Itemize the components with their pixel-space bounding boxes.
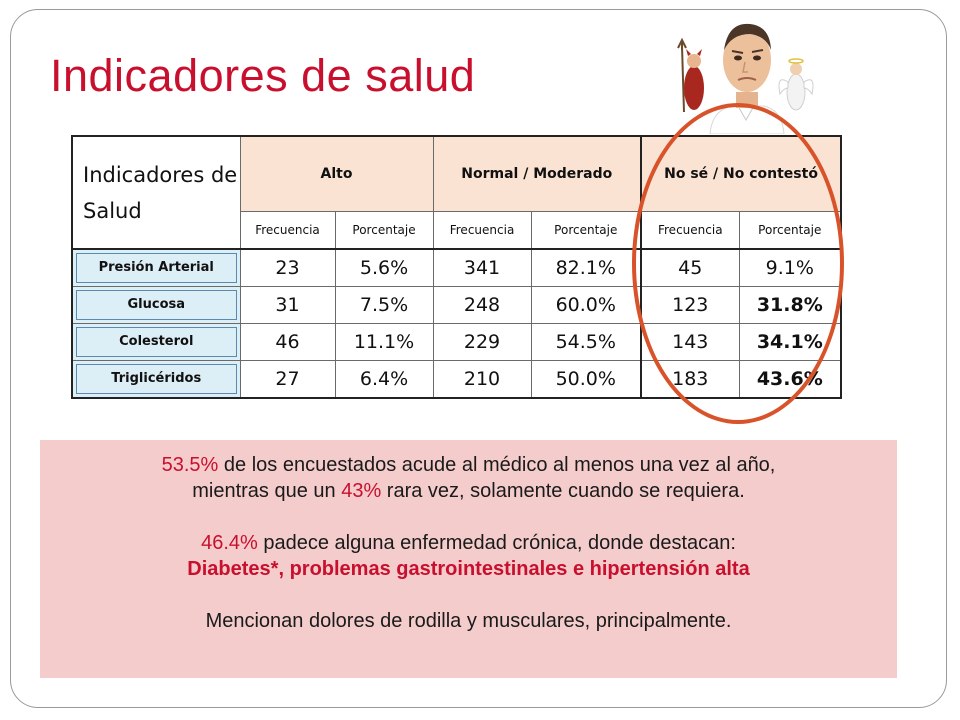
- sub-header: Frecuencia: [432, 211, 532, 250]
- percent-highlight: 46.4%: [201, 532, 258, 554]
- row-label: Glucosa: [71, 286, 241, 324]
- table-row: Colesterol 46 11.1% 229 54.5% 143 34.1%: [71, 323, 842, 361]
- summary-line-2: mientras que un 43% rara vez, solamente …: [40, 478, 897, 504]
- summary-text: padece alguna enfermedad crónica, donde …: [257, 532, 736, 554]
- table-cell: 27: [239, 360, 336, 399]
- summary-box: 53.5% de los encuestados acude al médico…: [40, 440, 897, 678]
- summary-line-5: Mencionan dolores de rodilla y musculare…: [205, 610, 732, 632]
- sub-header: Porcentaje: [738, 211, 842, 250]
- table-cell: 183: [640, 360, 740, 399]
- group-header-alto: Alto: [239, 135, 434, 212]
- table-row: Triglicéridos 27 6.4% 210 50.0% 183 43.6…: [71, 360, 842, 399]
- table-cell: 9.1%: [738, 248, 842, 287]
- table-cell: 50.0%: [530, 360, 642, 399]
- group-header-normal: Normal / Moderado: [432, 135, 642, 212]
- summary-line-3: 46.4% padece alguna enfermedad crónica, …: [40, 530, 897, 556]
- group-header-no-se: No sé / No contestó: [640, 135, 842, 212]
- angel-figure: [778, 58, 814, 111]
- table-cell: 229: [432, 323, 532, 361]
- table-row: Glucosa 31 7.5% 248 60.0% 123 31.8%: [71, 286, 842, 324]
- table-cell: 34.1%: [738, 323, 842, 361]
- corner-header: Indicadores de Salud: [71, 135, 241, 250]
- table-cell: 123: [640, 286, 740, 324]
- page-title: Indicadores de salud: [50, 50, 476, 101]
- table-cell: 82.1%: [530, 248, 642, 287]
- table-cell: 143: [640, 323, 740, 361]
- table-cell: 45: [640, 248, 740, 287]
- summary-text: de los encuestados acude al médico al me…: [218, 454, 776, 476]
- table-cell: 54.5%: [530, 323, 642, 361]
- table-cell: 5.6%: [334, 248, 434, 287]
- devil-figure: [677, 37, 704, 113]
- percent-highlight: 53.5%: [161, 454, 219, 476]
- table-cell: 7.5%: [334, 286, 434, 324]
- row-label: Colesterol: [71, 323, 241, 361]
- table-cell: 60.0%: [530, 286, 642, 324]
- table-cell: 23: [239, 248, 336, 287]
- table-cell: 31.8%: [738, 286, 842, 324]
- summary-line-1: 53.5% de los encuestados acude al médico…: [40, 452, 897, 478]
- table-cell: 6.4%: [334, 360, 434, 399]
- table-row: Presión Arterial 23 5.6% 341 82.1% 45 9.…: [71, 248, 842, 287]
- summary-line-4: Diabetes*, problemas gastrointestinales …: [187, 558, 750, 580]
- table-cell: 248: [432, 286, 532, 324]
- table-cell: 11.1%: [334, 323, 434, 361]
- summary-text: rara vez, solamente cuando se requiera.: [381, 480, 745, 502]
- table-cell: 31: [239, 286, 336, 324]
- man-with-angel-and-devil-illustration: [677, 23, 814, 134]
- table-cell: 341: [432, 248, 532, 287]
- percent-highlight: 43%: [341, 480, 382, 502]
- table-cell: 43.6%: [738, 360, 842, 399]
- sub-header: Frecuencia: [640, 211, 740, 250]
- man-figure: [709, 23, 785, 134]
- sub-header: Porcentaje: [530, 211, 642, 250]
- sub-header: Frecuencia: [239, 211, 336, 250]
- table-cell: 46: [239, 323, 336, 361]
- row-label: Presión Arterial: [71, 248, 241, 287]
- health-indicators-table: Indicadores de Salud Alto Normal / Moder…: [71, 135, 843, 399]
- summary-text: mientras que un: [192, 480, 342, 502]
- health-indicators-table-wrap: Indicadores de Salud Alto Normal / Moder…: [71, 135, 843, 399]
- table-cell: 210: [432, 360, 532, 399]
- row-label: Triglicéridos: [71, 360, 241, 399]
- sub-header: Porcentaje: [334, 211, 434, 250]
